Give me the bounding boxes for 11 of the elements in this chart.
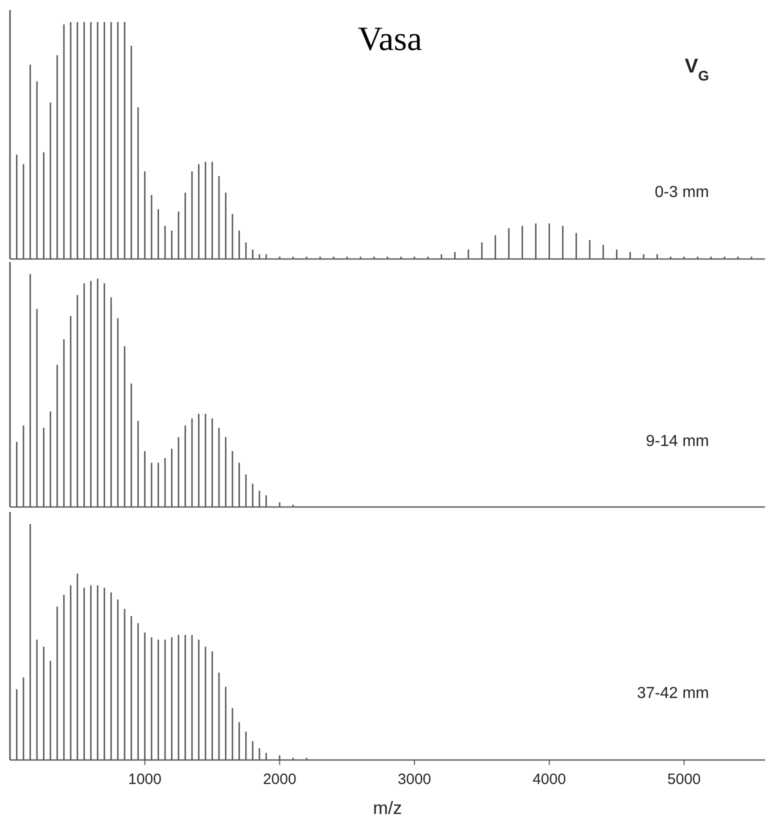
x-tick-label: 4000 xyxy=(532,771,566,788)
x-axis-title: m/z xyxy=(373,798,402,818)
chart-title: Vasa xyxy=(358,21,422,58)
x-tick-label: 3000 xyxy=(398,771,432,788)
annotation: 0-3 mm xyxy=(654,184,709,201)
annotation: 37-42 mm xyxy=(636,685,709,702)
x-tick-label: 1000 xyxy=(128,771,162,788)
x-tick-label: 2000 xyxy=(262,771,296,788)
x-tick-label: 5000 xyxy=(667,771,701,788)
annotation: V$_{G}$ xyxy=(684,55,710,84)
annotation: 9-14 mm xyxy=(646,432,709,450)
